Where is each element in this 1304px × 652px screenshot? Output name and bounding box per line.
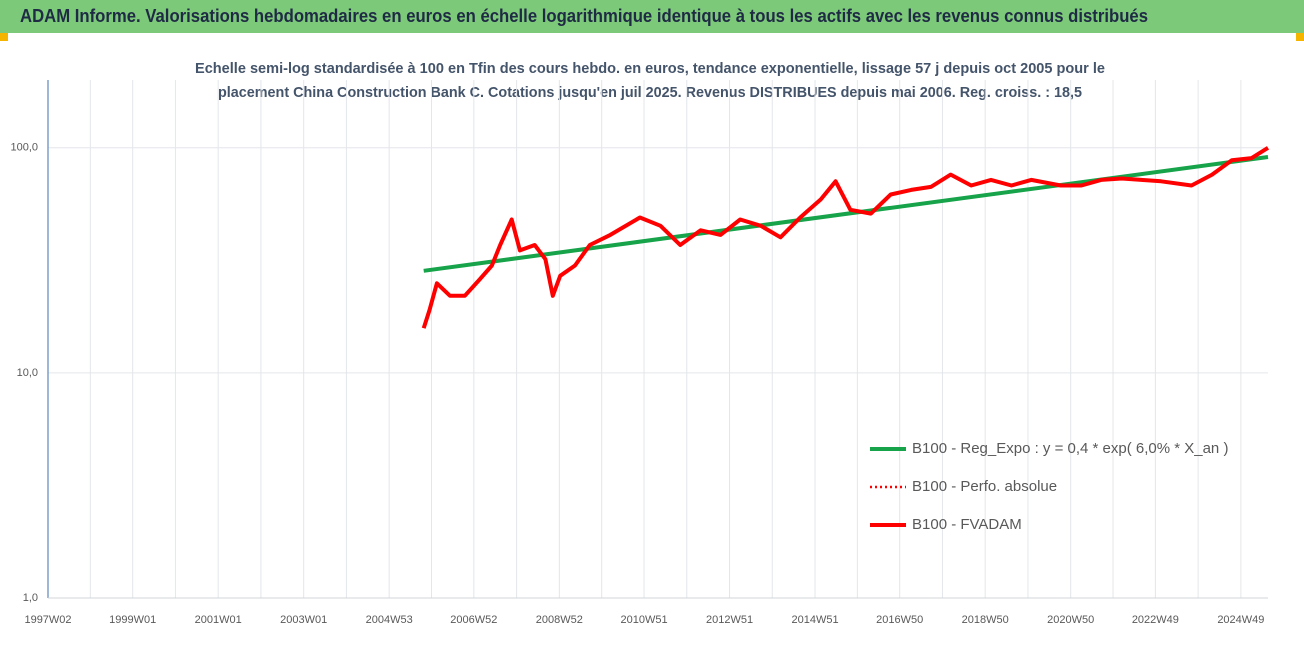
x-tick-label: 2014W51 <box>791 614 838 626</box>
chart-subtitle: Echelle semi-log standardisée à 100 en T… <box>195 60 1105 77</box>
legend-label: B100 - Reg_Expo : y = 0,4 * exp( 6,0% * … <box>912 440 1228 457</box>
series-line <box>423 155 1269 273</box>
x-tick-label: 1997W02 <box>24 614 71 626</box>
x-tick-label: 2003W01 <box>280 614 327 626</box>
x-tick-label: 2018W50 <box>962 614 1009 626</box>
x-tick-label: 2010W51 <box>620 614 667 626</box>
y-tick-label: 1,0 <box>23 592 38 604</box>
y-tick-label: 100,0 <box>10 142 38 154</box>
x-tick-label: 2006W52 <box>450 614 497 626</box>
x-tick-label: 1999W01 <box>109 614 156 626</box>
legend-label: B100 - Perfo. absolue <box>912 478 1057 495</box>
x-tick-label: 2024W49 <box>1217 614 1264 626</box>
title-banner <box>0 0 1304 33</box>
chart-subtitle: placement China Construction Bank C. Cot… <box>218 84 1082 101</box>
x-tick-label: 2016W50 <box>876 614 923 626</box>
legend-label: B100 - FVADAM <box>912 516 1022 533</box>
x-tick-label: 2001W01 <box>195 614 242 626</box>
x-tick-label: 2020W50 <box>1047 614 1094 626</box>
y-tick-label: 10,0 <box>17 367 38 379</box>
x-tick-label: 2012W51 <box>706 614 753 626</box>
x-tick-label: 2004W53 <box>366 614 413 626</box>
series-line <box>421 146 1270 329</box>
corner-mark <box>1296 33 1304 41</box>
corner-mark <box>0 33 8 41</box>
chart-title: ADAM Informe. Valorisations hebdomadaire… <box>20 6 1148 26</box>
x-tick-label: 2008W52 <box>536 614 583 626</box>
x-tick-label: 2022W49 <box>1132 614 1179 626</box>
